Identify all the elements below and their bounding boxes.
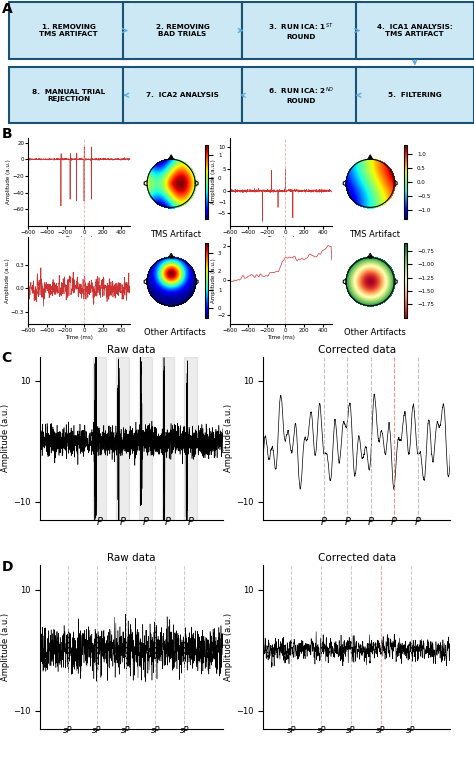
Title: Raw data: Raw data bbox=[107, 345, 156, 354]
Text: C: C bbox=[1, 351, 12, 365]
FancyBboxPatch shape bbox=[242, 2, 360, 58]
Bar bbox=[139, 357, 152, 520]
Y-axis label: Amplitude (a.u.): Amplitude (a.u.) bbox=[211, 258, 216, 303]
Text: Other Artifacts: Other Artifacts bbox=[145, 328, 206, 337]
Title: Raw data: Raw data bbox=[107, 553, 156, 563]
Bar bbox=[162, 357, 174, 520]
FancyBboxPatch shape bbox=[356, 2, 474, 58]
Text: P: P bbox=[415, 517, 420, 527]
FancyBboxPatch shape bbox=[356, 68, 474, 123]
Text: TMS Artifact: TMS Artifact bbox=[349, 229, 400, 238]
Text: sP: sP bbox=[286, 726, 296, 735]
Text: sP: sP bbox=[63, 726, 73, 735]
X-axis label: Time (ms): Time (ms) bbox=[267, 236, 295, 241]
X-axis label: Time (ms): Time (ms) bbox=[267, 335, 295, 339]
Bar bbox=[93, 357, 106, 520]
Text: sP: sP bbox=[376, 726, 386, 735]
FancyBboxPatch shape bbox=[9, 68, 128, 123]
FancyBboxPatch shape bbox=[242, 68, 360, 123]
Text: 5.  FILTERING: 5. FILTERING bbox=[388, 93, 442, 98]
Text: sP: sP bbox=[151, 726, 160, 735]
Text: P: P bbox=[345, 517, 350, 527]
Y-axis label: Amplitude (a.u.): Amplitude (a.u.) bbox=[6, 159, 11, 204]
Bar bbox=[184, 357, 197, 520]
Text: 3.  RUN ICA: 1$^{ST}$
ROUND: 3. RUN ICA: 1$^{ST}$ ROUND bbox=[268, 21, 334, 39]
Text: P: P bbox=[188, 517, 194, 527]
Text: 7.  ICA2 ANALYSIS: 7. ICA2 ANALYSIS bbox=[146, 93, 219, 98]
Title: Corrected data: Corrected data bbox=[318, 345, 396, 354]
Text: 1. REMOVING
TMS ARTIFACT: 1. REMOVING TMS ARTIFACT bbox=[39, 24, 98, 37]
Y-axis label: Amplitude (a.u.): Amplitude (a.u.) bbox=[5, 258, 9, 303]
Text: P: P bbox=[391, 517, 397, 527]
Text: P: P bbox=[119, 517, 125, 527]
Text: A: A bbox=[2, 2, 13, 17]
Y-axis label: Amplitude (a.u.): Amplitude (a.u.) bbox=[1, 405, 10, 472]
Text: TMS Artifact: TMS Artifact bbox=[150, 229, 201, 238]
Text: D: D bbox=[1, 559, 13, 574]
Text: P: P bbox=[165, 517, 171, 527]
Text: sP: sP bbox=[121, 726, 131, 735]
Text: 8.  MANUAL TRIAL
REJECTION: 8. MANUAL TRIAL REJECTION bbox=[32, 89, 105, 102]
Text: sP: sP bbox=[317, 726, 326, 735]
Y-axis label: Amplitude (a.u.): Amplitude (a.u.) bbox=[224, 405, 233, 472]
Text: sP: sP bbox=[92, 726, 101, 735]
Text: sP: sP bbox=[180, 726, 189, 735]
Y-axis label: Amplitude (a.u.): Amplitude (a.u.) bbox=[211, 159, 216, 204]
Text: Other Artifacts: Other Artifacts bbox=[344, 328, 405, 337]
Text: P: P bbox=[142, 517, 148, 527]
FancyBboxPatch shape bbox=[9, 2, 128, 58]
Title: Corrected data: Corrected data bbox=[318, 553, 396, 563]
FancyBboxPatch shape bbox=[123, 2, 242, 58]
FancyBboxPatch shape bbox=[123, 68, 242, 123]
Text: P: P bbox=[368, 517, 374, 527]
Text: sP: sP bbox=[406, 726, 416, 735]
Bar bbox=[116, 357, 129, 520]
Text: 6.  RUN ICA: 2$^{ND}$
ROUND: 6. RUN ICA: 2$^{ND}$ ROUND bbox=[268, 86, 334, 105]
Text: sP: sP bbox=[346, 726, 356, 735]
X-axis label: Time (ms): Time (ms) bbox=[65, 335, 93, 339]
Text: B: B bbox=[1, 127, 12, 140]
Y-axis label: Amplitude (a.u.): Amplitude (a.u.) bbox=[224, 613, 233, 681]
Text: 4.  ICA1 ANALYSIS:
TMS ARTIFACT: 4. ICA1 ANALYSIS: TMS ARTIFACT bbox=[377, 24, 453, 37]
Y-axis label: Amplitude (a.u.): Amplitude (a.u.) bbox=[1, 613, 10, 681]
Text: 2. REMOVING
BAD TRIALS: 2. REMOVING BAD TRIALS bbox=[155, 24, 210, 37]
X-axis label: Time (ms): Time (ms) bbox=[65, 236, 93, 241]
Text: P: P bbox=[97, 517, 102, 527]
Text: P: P bbox=[321, 517, 327, 527]
